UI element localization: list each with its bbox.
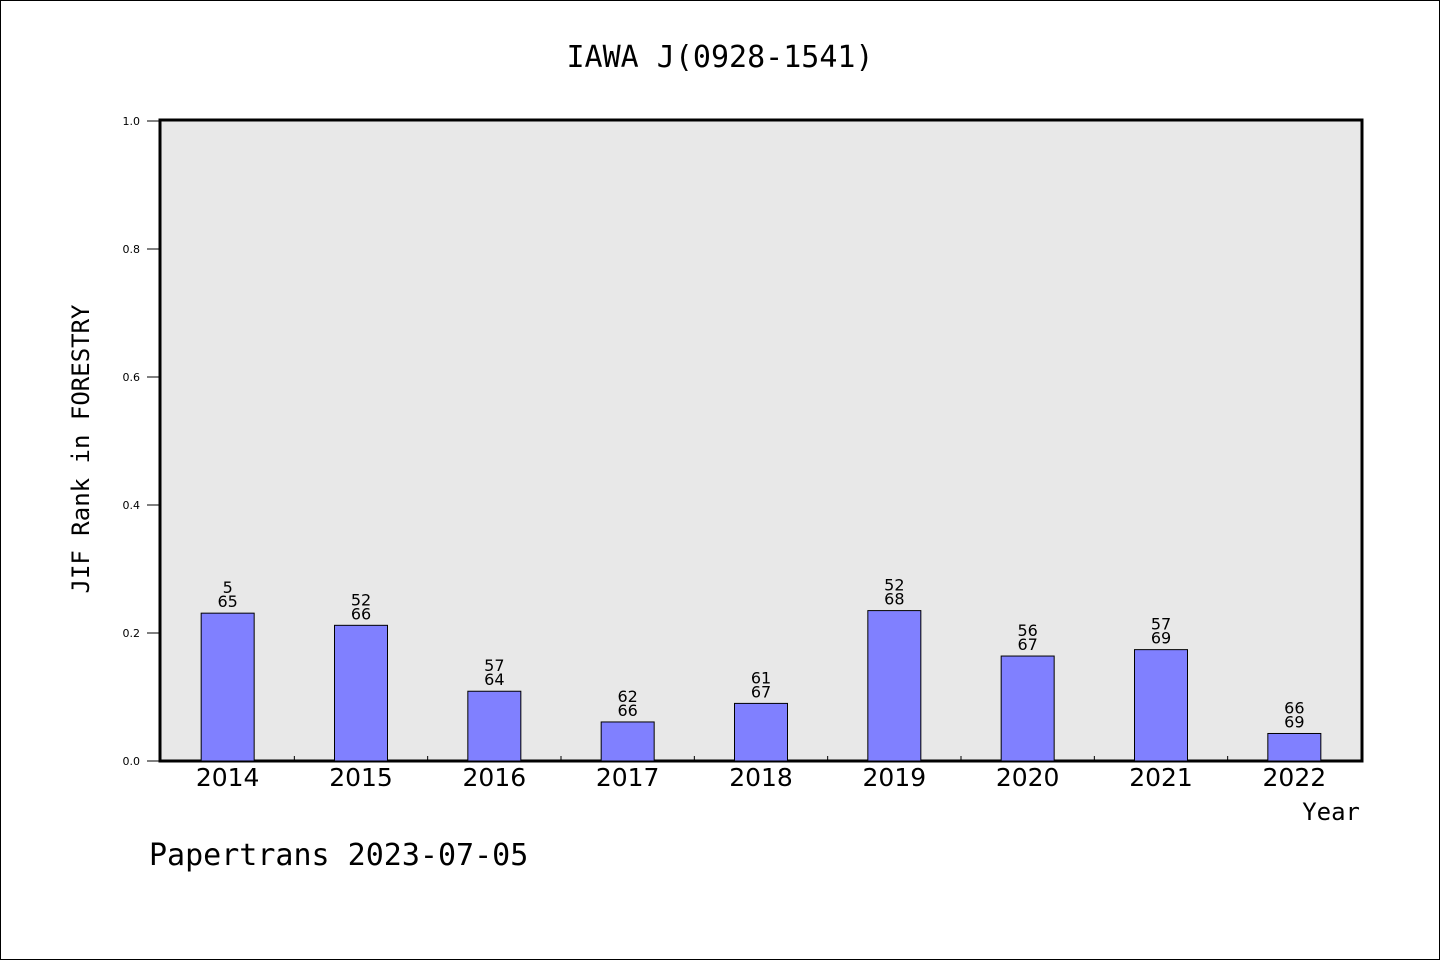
data-label-rank: 57 bbox=[1151, 615, 1171, 634]
bar-2021 bbox=[1134, 649, 1188, 762]
data-label-rank: 5 bbox=[223, 578, 233, 597]
data-label-rank: 66 bbox=[1284, 698, 1304, 717]
data-label-total: 67 bbox=[1017, 635, 1037, 654]
data-label-rank: 57 bbox=[484, 656, 504, 675]
y-tick-label: 0.2 bbox=[123, 627, 141, 640]
y-tick-label: 0.4 bbox=[123, 499, 141, 512]
data-label-total: 64 bbox=[484, 670, 504, 689]
data-label-rank: 61 bbox=[751, 668, 771, 687]
data-label-rank: 62 bbox=[617, 687, 637, 706]
data-label-total: 67 bbox=[751, 682, 771, 701]
y-axis-ticks: 0.0 0.2 0.4 0.6 0.8 1.0 bbox=[123, 115, 161, 768]
bars-group bbox=[200, 610, 1322, 762]
x-tick-label: 2020 bbox=[996, 763, 1060, 792]
x-tick-label: 2021 bbox=[1129, 763, 1193, 792]
chart-title: IAWA J(0928-1541) bbox=[566, 40, 873, 75]
x-tick-label: 2015 bbox=[329, 763, 393, 792]
x-tick-label: 2016 bbox=[463, 763, 527, 792]
x-axis-ticks: 2014 2015 2016 2017 2018 2019 2020 2021 2022 bbox=[196, 756, 1326, 792]
data-label-rank: 56 bbox=[1017, 621, 1037, 640]
y-axis-label: JIF Rank in FORESTRY bbox=[67, 304, 95, 594]
y-tick-label: 0.6 bbox=[123, 371, 141, 384]
footer-credit: Papertrans 2023-07-05 bbox=[149, 838, 528, 873]
bar-2018 bbox=[734, 702, 788, 762]
data-label-total: 66 bbox=[617, 701, 637, 720]
x-tick-label: 2014 bbox=[196, 763, 260, 792]
data-label-total: 69 bbox=[1284, 712, 1304, 731]
x-tick-label: 2017 bbox=[596, 763, 660, 792]
data-label-rank: 52 bbox=[884, 576, 904, 595]
bar-2014 bbox=[200, 612, 255, 762]
bar-2016 bbox=[467, 690, 522, 762]
x-tick-label: 2022 bbox=[1263, 763, 1327, 792]
data-label-total: 66 bbox=[351, 604, 371, 623]
data-label-total: 65 bbox=[217, 592, 237, 611]
data-label-total: 68 bbox=[884, 590, 904, 609]
x-axis-label: Year bbox=[1302, 798, 1360, 826]
bar-2022 bbox=[1267, 732, 1322, 762]
data-label-total: 69 bbox=[1151, 629, 1171, 648]
x-tick-label: 2018 bbox=[729, 763, 793, 792]
y-tick-label: 1.0 bbox=[123, 115, 141, 128]
y-tick-label: 0.8 bbox=[123, 243, 141, 256]
bar-2020 bbox=[1000, 655, 1055, 762]
data-label-rank: 52 bbox=[351, 590, 371, 609]
y-tick-label: 0.0 bbox=[123, 755, 141, 768]
x-tick-label: 2019 bbox=[863, 763, 927, 792]
bar-2017 bbox=[600, 721, 655, 762]
bar-2015 bbox=[334, 624, 388, 762]
bar-2019 bbox=[867, 610, 922, 762]
